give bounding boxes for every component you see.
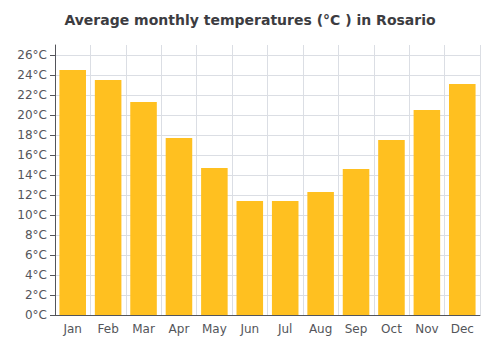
svg-text:0°C: 0°C	[25, 308, 47, 322]
svg-text:Jun: Jun	[239, 322, 259, 336]
svg-text:Apr: Apr	[169, 322, 190, 336]
svg-text:10°C: 10°C	[17, 208, 47, 222]
svg-text:20°C: 20°C	[17, 108, 47, 122]
svg-text:Mar: Mar	[132, 322, 155, 336]
svg-text:26°C: 26°C	[17, 48, 47, 62]
svg-text:24°C: 24°C	[17, 68, 47, 82]
svg-text:12°C: 12°C	[17, 188, 47, 202]
svg-text:4°C: 4°C	[25, 268, 47, 282]
svg-text:Sep: Sep	[345, 322, 368, 336]
svg-text:18°C: 18°C	[17, 128, 47, 142]
svg-text:Nov: Nov	[415, 322, 438, 336]
svg-text:Jan: Jan	[62, 322, 82, 336]
svg-text:Jul: Jul	[277, 322, 292, 336]
svg-text:6°C: 6°C	[25, 248, 47, 262]
svg-text:Aug: Aug	[309, 322, 332, 336]
svg-text:Average monthly temperatures (: Average monthly temperatures (°C ) in Ro…	[64, 12, 436, 28]
svg-text:16°C: 16°C	[17, 148, 47, 162]
svg-text:22°C: 22°C	[17, 88, 47, 102]
svg-text:Dec: Dec	[451, 322, 474, 336]
svg-text:Feb: Feb	[98, 322, 119, 336]
svg-text:Oct: Oct	[381, 322, 402, 336]
svg-text:14°C: 14°C	[17, 168, 47, 182]
svg-text:May: May	[202, 322, 227, 336]
svg-text:8°C: 8°C	[25, 228, 47, 242]
svg-text:2°C: 2°C	[25, 288, 47, 302]
